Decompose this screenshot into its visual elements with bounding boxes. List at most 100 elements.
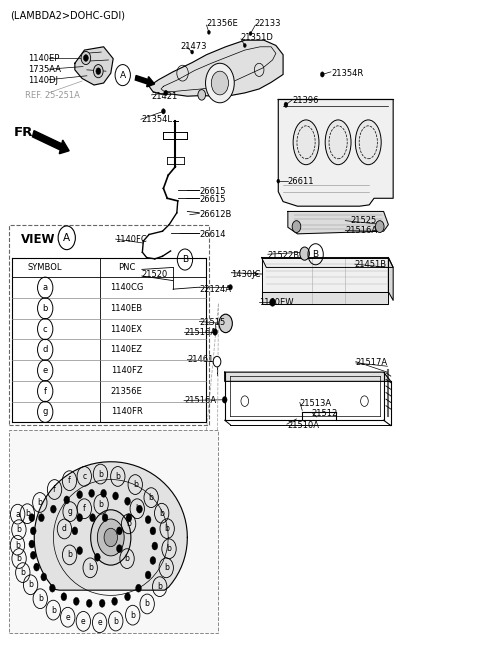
Text: 21356E: 21356E — [206, 18, 238, 28]
Text: 21522B: 21522B — [268, 251, 300, 260]
Circle shape — [81, 51, 91, 65]
Circle shape — [50, 505, 56, 513]
Circle shape — [284, 102, 288, 108]
Text: d: d — [43, 345, 48, 354]
Circle shape — [34, 563, 39, 571]
Circle shape — [77, 490, 83, 498]
Circle shape — [222, 397, 227, 403]
Text: b: b — [16, 525, 21, 534]
Text: 21516A: 21516A — [184, 396, 216, 405]
Text: 1140FZ: 1140FZ — [111, 366, 143, 375]
Circle shape — [213, 329, 217, 335]
Text: 21473: 21473 — [180, 42, 207, 51]
Text: 26615: 26615 — [199, 187, 226, 196]
Text: a: a — [15, 510, 20, 519]
Text: 1140EZ: 1140EZ — [110, 345, 143, 354]
Text: 1140FC: 1140FC — [116, 234, 147, 244]
Text: b: b — [133, 480, 138, 489]
Polygon shape — [262, 257, 393, 267]
Text: f: f — [53, 485, 56, 494]
Text: f: f — [83, 504, 86, 513]
Circle shape — [117, 544, 122, 552]
Text: b: b — [15, 541, 20, 550]
Circle shape — [112, 597, 118, 605]
Text: e: e — [43, 366, 48, 375]
Circle shape — [213, 356, 221, 367]
Circle shape — [292, 220, 301, 232]
Text: b: b — [43, 304, 48, 313]
Text: FR.: FR. — [14, 126, 39, 139]
Polygon shape — [262, 257, 388, 292]
Circle shape — [41, 573, 47, 581]
Circle shape — [150, 527, 156, 535]
Circle shape — [91, 510, 131, 565]
Text: d: d — [62, 525, 67, 533]
Circle shape — [102, 513, 108, 521]
Circle shape — [84, 55, 88, 61]
Circle shape — [86, 599, 92, 607]
Circle shape — [89, 489, 95, 497]
Circle shape — [117, 527, 122, 535]
Circle shape — [270, 298, 276, 306]
Circle shape — [321, 72, 324, 77]
Text: f: f — [44, 387, 47, 395]
Circle shape — [49, 584, 55, 592]
Circle shape — [104, 528, 118, 546]
Text: b: b — [159, 509, 164, 517]
Text: 21516A: 21516A — [345, 226, 377, 235]
Circle shape — [198, 90, 205, 100]
Circle shape — [191, 50, 193, 54]
Circle shape — [249, 32, 252, 36]
Circle shape — [77, 513, 83, 521]
Text: 1430JC: 1430JC — [231, 270, 261, 279]
Text: 26615: 26615 — [199, 195, 226, 204]
Circle shape — [97, 519, 124, 556]
Circle shape — [136, 584, 142, 592]
Text: B: B — [312, 249, 319, 259]
Text: b: b — [149, 493, 154, 502]
Text: b: b — [145, 599, 150, 609]
Text: b: b — [125, 554, 130, 563]
Circle shape — [29, 513, 35, 521]
Text: 26611: 26611 — [288, 178, 314, 186]
Ellipse shape — [325, 120, 351, 165]
Text: 21396: 21396 — [293, 96, 319, 106]
Text: 21525: 21525 — [350, 216, 376, 225]
Circle shape — [72, 527, 78, 535]
Polygon shape — [278, 100, 393, 206]
Text: 21512: 21512 — [312, 409, 338, 418]
Circle shape — [228, 284, 232, 290]
Text: 21354R: 21354R — [331, 69, 363, 78]
Text: b: b — [51, 606, 56, 614]
Text: A: A — [63, 233, 70, 243]
Text: b: b — [17, 554, 22, 563]
Circle shape — [145, 571, 151, 579]
Text: 21520: 21520 — [142, 270, 168, 279]
Circle shape — [205, 63, 234, 103]
Circle shape — [61, 593, 67, 601]
Text: b: b — [67, 550, 72, 560]
Polygon shape — [149, 40, 283, 96]
Circle shape — [99, 599, 105, 607]
Text: 26614: 26614 — [199, 230, 226, 239]
Polygon shape — [262, 292, 388, 304]
Text: PNC: PNC — [118, 263, 135, 272]
Polygon shape — [75, 47, 113, 85]
Text: 21517A: 21517A — [356, 358, 388, 368]
Text: b: b — [88, 564, 93, 572]
Text: 1140DJ: 1140DJ — [28, 76, 59, 85]
Polygon shape — [34, 462, 187, 590]
Circle shape — [219, 314, 232, 333]
Text: 21515: 21515 — [199, 317, 226, 327]
Text: b: b — [126, 519, 131, 529]
Text: b: b — [135, 504, 140, 513]
Circle shape — [96, 68, 101, 75]
Text: g: g — [43, 407, 48, 416]
FancyArrow shape — [33, 131, 69, 154]
Text: e: e — [81, 617, 85, 626]
Circle shape — [300, 247, 310, 260]
Text: 21421: 21421 — [152, 92, 178, 101]
Circle shape — [64, 496, 70, 504]
Text: g: g — [68, 507, 72, 516]
Text: b: b — [164, 564, 168, 572]
